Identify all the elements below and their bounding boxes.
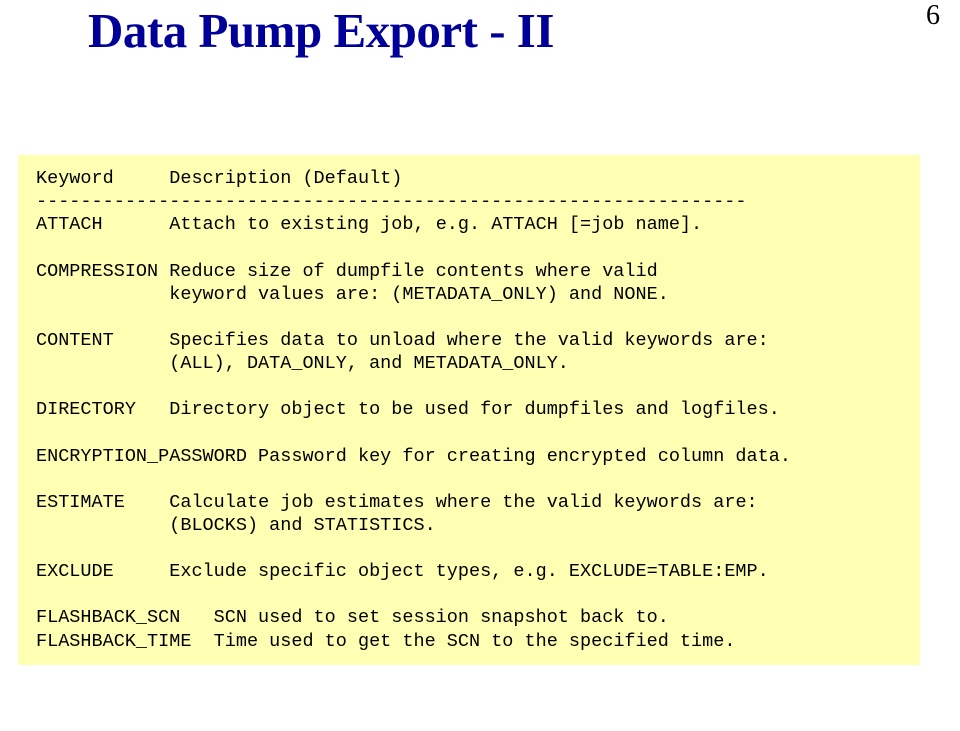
desc-attach: Attach to existing job, e.g. ATTACH [=jo… xyxy=(169,214,702,235)
desc-encryption-password: Password key for creating encrypted colu… xyxy=(258,446,791,467)
desc-compression-l2: keyword values are: (METADATA_ONLY) and … xyxy=(169,284,669,305)
kw-exclude: EXCLUDE xyxy=(36,561,114,582)
divider-line: ----------------------------------------… xyxy=(36,191,747,212)
header-description: Description (Default) xyxy=(169,168,402,189)
desc-estimate-l2: (BLOCKS) and STATISTICS. xyxy=(169,515,435,536)
desc-estimate-l1: Calculate job estimates where the valid … xyxy=(169,492,757,513)
kw-estimate: ESTIMATE xyxy=(36,492,125,513)
kw-flashback-scn: FLASHBACK_SCN xyxy=(36,607,180,628)
desc-content-l1: Specifies data to unload where the valid… xyxy=(169,330,769,351)
kw-attach: ATTACH xyxy=(36,214,103,235)
desc-flashback-time: Time used to get the SCN to the specifie… xyxy=(214,631,736,652)
desc-flashback-scn: SCN used to set session snapshot back to… xyxy=(214,607,669,628)
kw-directory: DIRECTORY xyxy=(36,399,136,420)
desc-directory: Directory object to be used for dumpfile… xyxy=(169,399,780,420)
kw-content: CONTENT xyxy=(36,330,114,351)
desc-compression-l1: Reduce size of dumpfile contents where v… xyxy=(169,261,657,282)
kw-flashback-time: FLASHBACK_TIME xyxy=(36,631,191,652)
desc-exclude: Exclude specific object types, e.g. EXCL… xyxy=(169,561,769,582)
kw-compression: COMPRESSION xyxy=(36,261,158,282)
page-number: 6 xyxy=(926,0,940,32)
header-keyword: Keyword xyxy=(36,168,114,189)
code-block: Keyword Description (Default) ----------… xyxy=(18,155,920,665)
kw-encryption-password: ENCRYPTION_PASSWORD xyxy=(36,446,247,467)
desc-content-l2: (ALL), DATA_ONLY, and METADATA_ONLY. xyxy=(169,353,569,374)
slide-page: Data Pump Export - II 6 Keyword Descript… xyxy=(0,0,960,731)
page-title: Data Pump Export - II xyxy=(88,2,554,59)
